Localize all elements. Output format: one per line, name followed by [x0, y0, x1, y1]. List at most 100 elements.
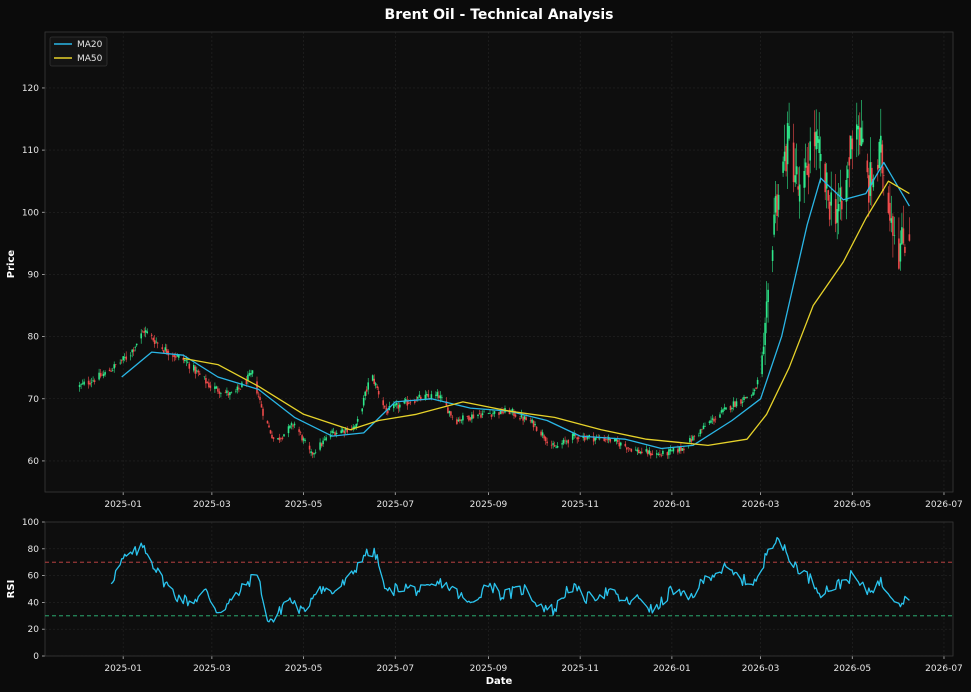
candle-body — [220, 393, 222, 394]
candle-body — [439, 395, 442, 399]
candle-body — [319, 442, 321, 450]
candle-body — [281, 437, 284, 439]
candle-body — [750, 395, 753, 396]
candle-body — [583, 436, 586, 441]
candle-body — [881, 144, 884, 174]
candle-body — [892, 216, 894, 236]
candle-body — [377, 391, 380, 395]
candle-body — [238, 387, 240, 389]
candle-body — [627, 447, 630, 449]
candle-body — [173, 354, 176, 358]
candle-body — [131, 349, 133, 353]
candle-body — [352, 426, 354, 430]
candle-body — [185, 360, 188, 362]
candle-body — [146, 331, 148, 333]
candle-body — [598, 438, 601, 440]
price-xtick-label: 2025-03 — [193, 500, 231, 510]
candle-body — [230, 392, 233, 394]
candle-body — [794, 175, 796, 183]
candle-body — [206, 382, 209, 383]
candle-body — [298, 429, 300, 432]
candle-body — [809, 141, 811, 161]
candle-body — [405, 399, 407, 402]
candle-body — [415, 400, 418, 402]
candle-body — [860, 127, 863, 146]
candle-body — [807, 163, 810, 178]
candle-body — [765, 301, 768, 318]
candle-body — [562, 439, 565, 444]
candle-body — [341, 429, 344, 432]
candle-body — [89, 382, 91, 385]
candle-body — [777, 194, 780, 210]
rsi-xtick-label: 2026-05 — [833, 664, 871, 674]
candle-body — [334, 432, 336, 436]
candle-body — [636, 449, 639, 452]
candle-body — [651, 453, 654, 455]
candle-body — [166, 349, 168, 354]
candle-body — [671, 450, 673, 451]
candle-body — [385, 407, 388, 412]
candle-body — [511, 408, 514, 412]
candle-body — [615, 439, 618, 441]
candle-body — [144, 330, 147, 333]
candle-body — [659, 453, 661, 455]
candle-body — [819, 154, 822, 162]
candle-body — [556, 446, 559, 448]
candle-body — [393, 404, 395, 409]
candle-body — [752, 392, 754, 396]
candle-body — [656, 453, 658, 455]
candle-body — [224, 392, 227, 394]
candle-body — [477, 414, 479, 416]
candle-body — [744, 397, 747, 399]
candle-body — [325, 437, 327, 441]
candle-body — [825, 172, 828, 189]
candle-body — [878, 141, 881, 169]
candle-body — [409, 402, 412, 404]
price-xtick-label: 2025-07 — [376, 500, 414, 510]
candle-body — [648, 450, 651, 454]
candle-body — [199, 373, 201, 375]
candle-body — [606, 439, 608, 441]
candle-body — [880, 135, 882, 153]
candle-body — [493, 411, 496, 414]
candle-body — [847, 169, 849, 178]
candle-body — [845, 180, 848, 202]
price-ytick-label: 110 — [22, 146, 39, 156]
candle-body — [837, 203, 840, 212]
candle-body — [498, 412, 500, 415]
candle-body — [692, 436, 694, 441]
legend-label-ma20: MA20 — [77, 40, 103, 50]
rsi-plot-area — [45, 522, 953, 656]
candle-body — [406, 400, 409, 406]
candle-body — [669, 449, 672, 452]
candle-body — [311, 452, 314, 455]
candle-body — [564, 440, 566, 442]
candle-body — [331, 430, 333, 433]
candle-body — [755, 387, 757, 390]
candle-body — [890, 218, 893, 223]
candle-body — [227, 393, 230, 396]
candle-body — [143, 331, 145, 333]
candle-body — [725, 407, 727, 410]
candle-body — [134, 347, 136, 348]
candle-body — [776, 194, 778, 216]
candle-body — [250, 373, 252, 375]
candle-body — [471, 414, 473, 420]
candle-body — [424, 394, 427, 400]
candle-body — [771, 250, 774, 261]
candle-body — [666, 452, 669, 456]
candle-body — [866, 160, 869, 173]
candle-body — [427, 394, 430, 397]
candle-body — [287, 426, 290, 434]
candle-body — [290, 423, 293, 426]
rsi-xtick-label: 2025-05 — [285, 664, 323, 674]
candle-body — [93, 380, 96, 382]
candle-body — [364, 391, 366, 397]
candle-body — [178, 354, 180, 358]
candle-body — [445, 401, 448, 406]
candle-body — [525, 417, 527, 421]
candle-body — [672, 447, 675, 452]
candle-body — [110, 371, 112, 372]
candle-body — [520, 413, 523, 418]
price-panel: 60 70 80 90 100 110 120 2025-01 2025-03 2025-05 20… — [22, 31, 963, 510]
